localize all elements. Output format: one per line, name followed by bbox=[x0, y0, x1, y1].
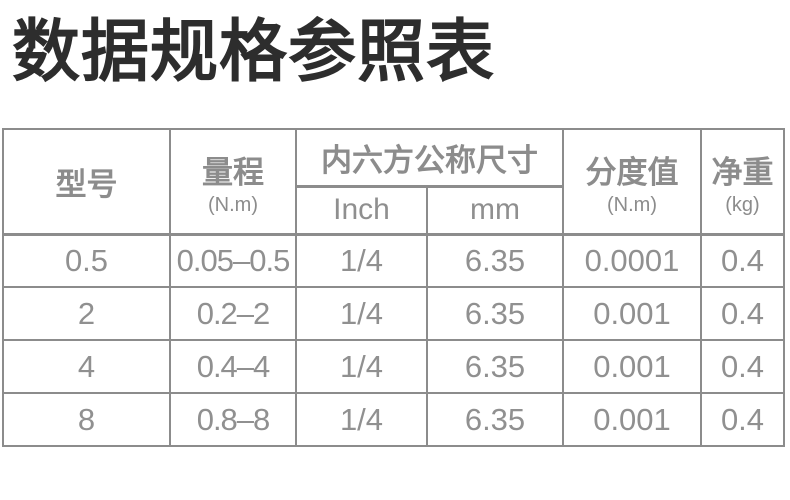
cell-mm: 6.35 bbox=[426, 392, 564, 447]
header-weight-label: 净重 bbox=[711, 154, 774, 190]
header-cell-range: 量程 (N.m) bbox=[169, 128, 297, 236]
header-cell-model: 型号 bbox=[2, 128, 171, 236]
header-division-label: 分度值 bbox=[585, 154, 679, 190]
header-cell-inch: Inch bbox=[295, 185, 428, 236]
cell-model: 0.5 bbox=[2, 233, 171, 288]
cell-division: 0.001 bbox=[562, 339, 702, 394]
page-title: 数据规格参照表 bbox=[12, 14, 496, 90]
cell-inch: 1/4 bbox=[295, 233, 428, 288]
spec-table-header: 型号 量程 (N.m) 内六方公称尺寸 分度值 (N.m) 净重 (kg) In… bbox=[2, 128, 785, 236]
header-cell-division: 分度值 (N.m) bbox=[562, 128, 702, 236]
table-row: 2 0.2–2 1/4 6.35 0.001 0.4 bbox=[2, 286, 785, 341]
cell-weight: 0.4 bbox=[700, 339, 785, 394]
cell-weight: 0.4 bbox=[700, 392, 785, 447]
header-division-unit: (N.m) bbox=[607, 193, 657, 216]
spec-table: 型号 量程 (N.m) 内六方公称尺寸 分度值 (N.m) 净重 (kg) In… bbox=[2, 128, 785, 447]
cell-division: 0.0001 bbox=[562, 233, 702, 288]
header-cell-weight: 净重 (kg) bbox=[700, 128, 785, 236]
header-weight-unit: (kg) bbox=[725, 193, 760, 216]
cell-range: 0.05–0.5 bbox=[169, 233, 297, 288]
header-range-label: 量程 bbox=[202, 154, 264, 190]
table-row: 0.5 0.05–0.5 1/4 6.35 0.0001 0.4 bbox=[2, 233, 785, 288]
cell-inch: 1/4 bbox=[295, 339, 428, 394]
cell-model: 8 bbox=[2, 392, 171, 447]
cell-model: 2 bbox=[2, 286, 171, 341]
header-cell-mm: mm bbox=[426, 185, 564, 236]
spec-table-body: 0.5 0.05–0.5 1/4 6.35 0.0001 0.4 2 0.2–2… bbox=[2, 233, 785, 447]
cell-mm: 6.35 bbox=[426, 286, 564, 341]
header-model-label: 型号 bbox=[55, 166, 118, 202]
cell-inch: 1/4 bbox=[295, 392, 428, 447]
header-hex-size-label: 内六方公称尺寸 bbox=[321, 142, 538, 178]
cell-division: 0.001 bbox=[562, 392, 702, 447]
table-row: 8 0.8–8 1/4 6.35 0.001 0.4 bbox=[2, 392, 785, 447]
cell-range: 0.8–8 bbox=[169, 392, 297, 447]
cell-mm: 6.35 bbox=[426, 339, 564, 394]
cell-model: 4 bbox=[2, 339, 171, 394]
cell-inch: 1/4 bbox=[295, 286, 428, 341]
header-range-unit: (N.m) bbox=[208, 193, 258, 216]
cell-mm: 6.35 bbox=[426, 233, 564, 288]
cell-range: 0.4–4 bbox=[169, 339, 297, 394]
cell-division: 0.001 bbox=[562, 286, 702, 341]
header-cell-hex-size: 内六方公称尺寸 bbox=[295, 128, 564, 188]
cell-weight: 0.4 bbox=[700, 233, 785, 288]
cell-range: 0.2–2 bbox=[169, 286, 297, 341]
cell-weight: 0.4 bbox=[700, 286, 785, 341]
table-row: 4 0.4–4 1/4 6.35 0.001 0.4 bbox=[2, 339, 785, 394]
